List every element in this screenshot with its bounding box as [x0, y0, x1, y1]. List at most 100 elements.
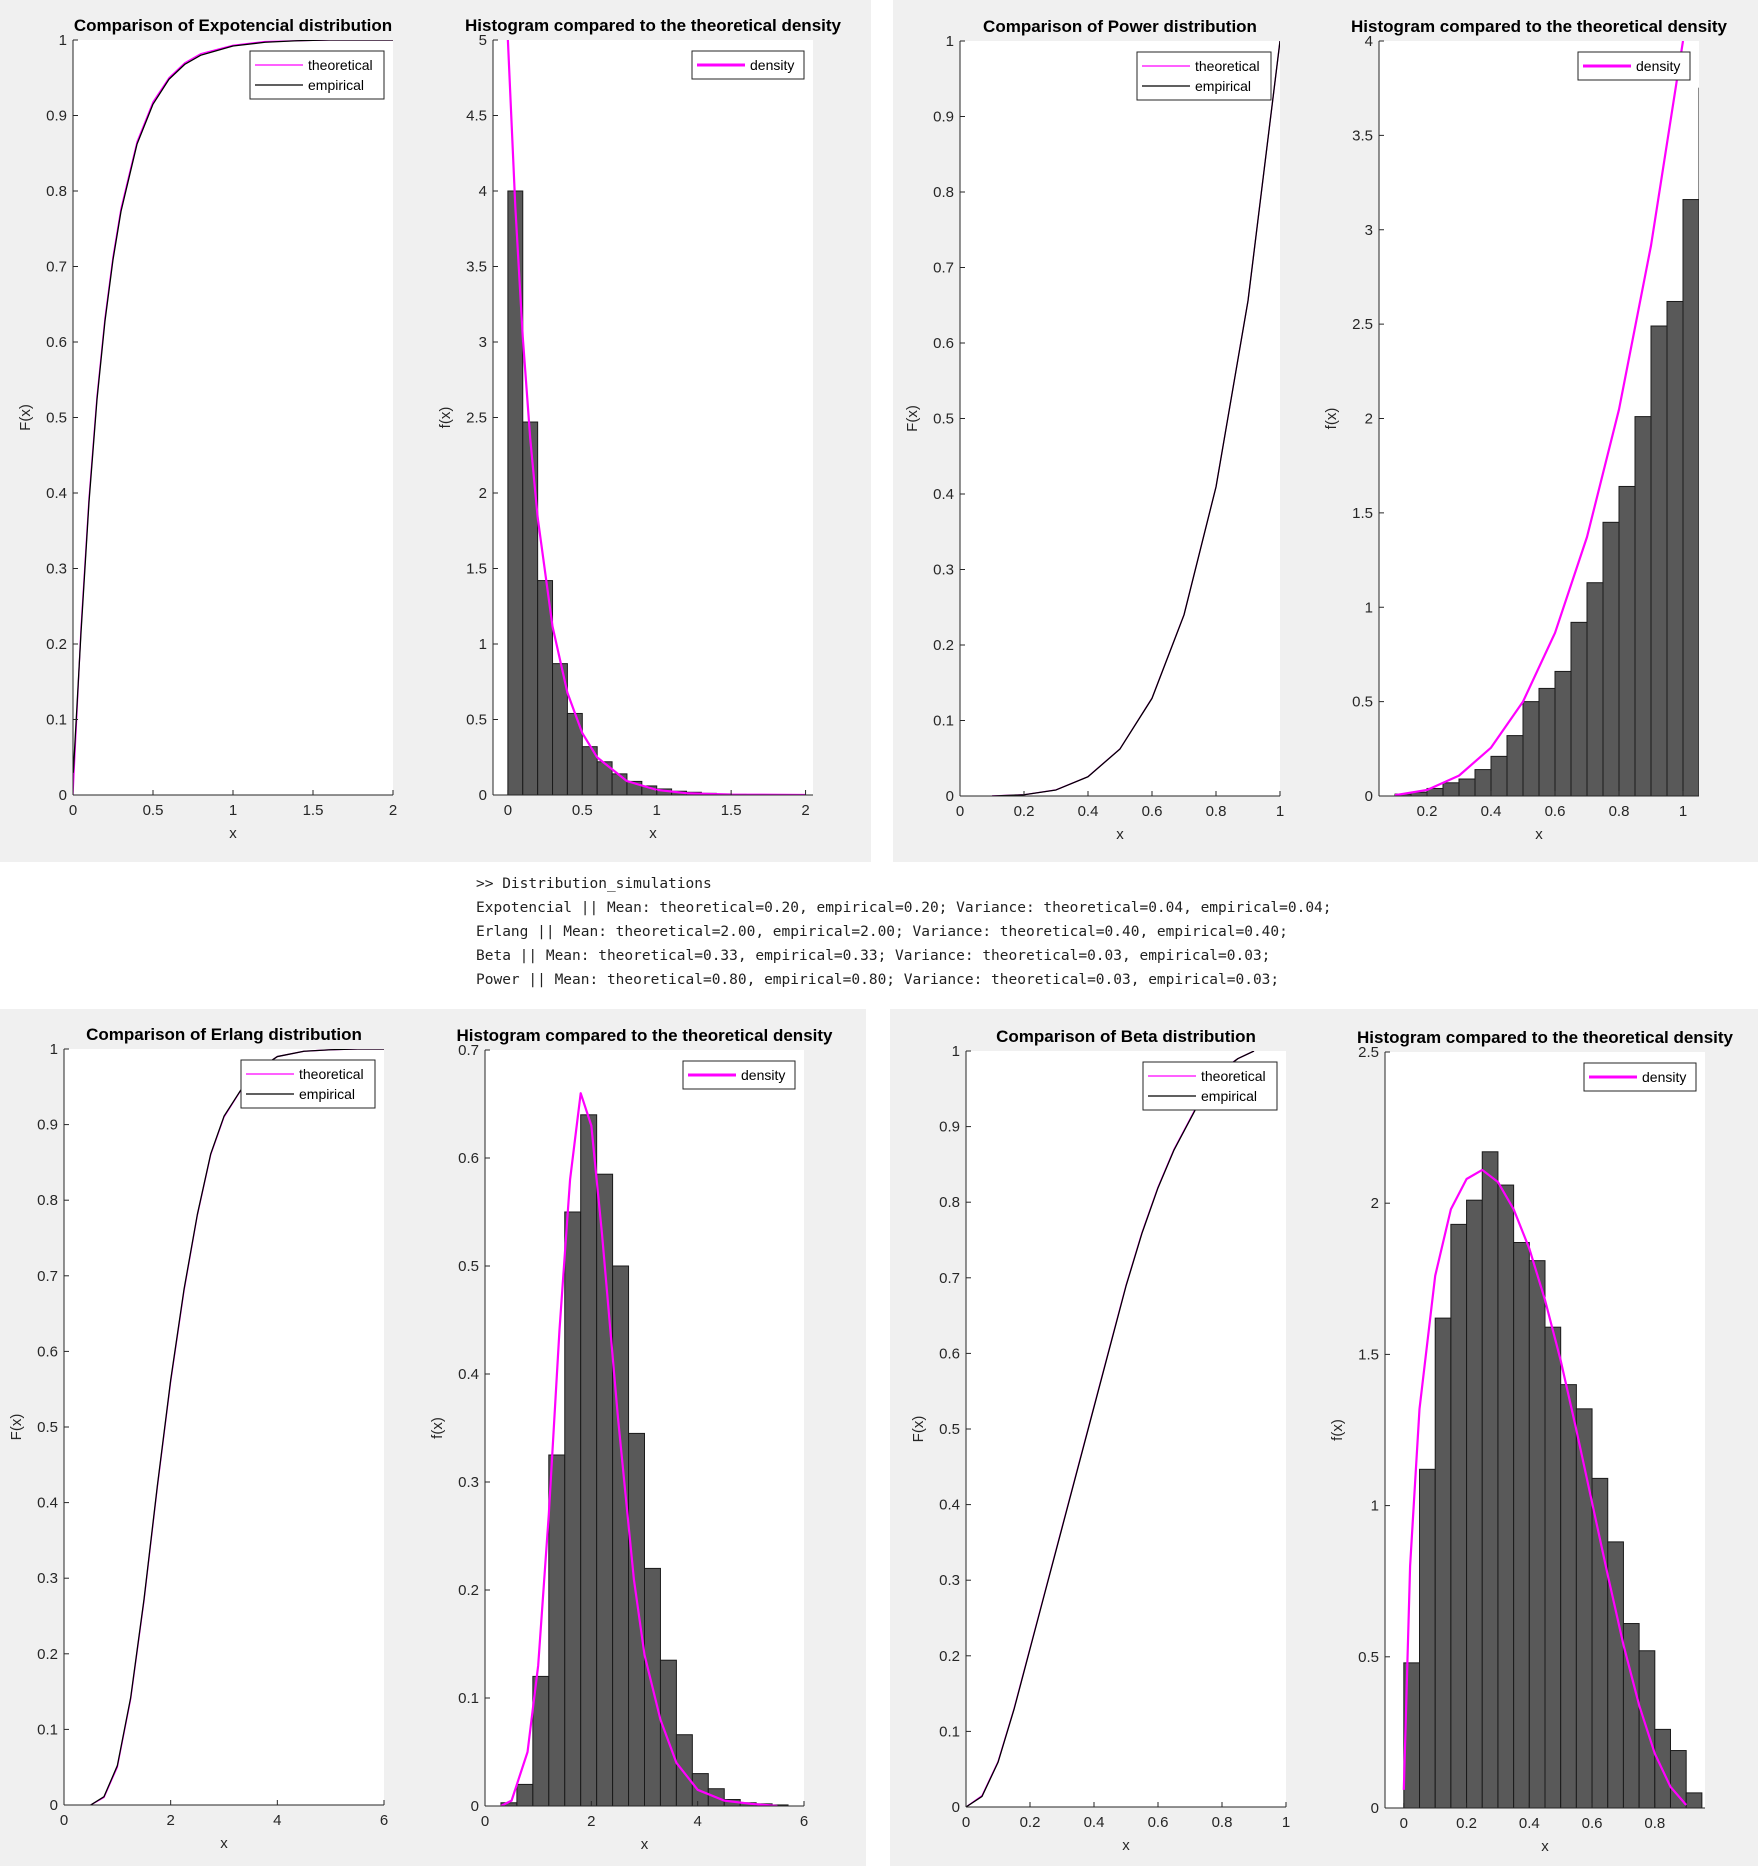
- chart-title: Comparison of Beta distribution: [996, 1027, 1256, 1046]
- y-tick-label: 3.5: [1352, 127, 1373, 144]
- console-line-erlang: Erlang || Mean: theoretical=2.00, empiri…: [476, 920, 1332, 944]
- x-tick-label: 0.4: [1519, 1815, 1540, 1832]
- histogram-bar: [1459, 779, 1475, 796]
- histogram-bar: [676, 1735, 692, 1806]
- axes-background: [966, 1051, 1286, 1807]
- y-tick-label: 0.3: [933, 562, 954, 579]
- x-axis-label: x: [1535, 826, 1543, 843]
- legend-label-theoretical: theoretical: [308, 57, 373, 73]
- y-axis-label: F(x): [910, 1416, 927, 1443]
- legend: density: [692, 51, 804, 79]
- legend: density: [683, 1061, 795, 1089]
- histogram-bar: [1545, 1327, 1561, 1808]
- y-tick-label: 0: [471, 1798, 479, 1815]
- x-tick-label: 4: [273, 1812, 281, 1829]
- x-tick-label: 0: [1400, 1815, 1408, 1832]
- y-tick-label: 1: [1365, 599, 1373, 616]
- histogram-bar: [1523, 702, 1539, 796]
- histogram-bar: [1686, 1793, 1702, 1808]
- x-tick-label: 6: [380, 1812, 388, 1829]
- chart-title: Histogram compared to the theoretical de…: [1351, 17, 1728, 36]
- histogram-bar: [1683, 200, 1699, 796]
- y-axis-label: f(x): [1323, 408, 1340, 430]
- y-axis-label: f(x): [429, 1417, 446, 1439]
- x-axis-label: x: [1541, 1838, 1549, 1855]
- histogram-bar: [1482, 1152, 1498, 1808]
- x-tick-label: 0.2: [1020, 1814, 1041, 1831]
- console-line-power: Power || Mean: theoretical=0.80, empiric…: [476, 968, 1332, 992]
- histogram-bar: [1670, 1751, 1686, 1808]
- x-axis-label: x: [1122, 1837, 1130, 1854]
- histogram-bar: [660, 1660, 676, 1806]
- histogram-bar: [1555, 671, 1571, 796]
- y-axis-label: f(x): [1329, 1419, 1346, 1441]
- x-tick-label: 2: [801, 802, 809, 819]
- legend-label-empirical: empirical: [308, 77, 364, 93]
- y-tick-label: 0.8: [933, 184, 954, 201]
- histogram-bar: [1587, 583, 1603, 796]
- y-tick-label: 0.6: [37, 1343, 58, 1360]
- y-axis-label: F(x): [8, 1414, 25, 1441]
- legend-label-empirical: empirical: [299, 1086, 355, 1102]
- histogram-bar: [565, 1212, 581, 1806]
- y-tick-label: 0.2: [458, 1582, 479, 1599]
- y-tick-label: 0.7: [37, 1268, 58, 1285]
- chart-title: Histogram compared to the theoretical de…: [457, 1026, 834, 1045]
- histogram-bar: [1420, 1469, 1436, 1808]
- x-tick-label: 0: [956, 803, 964, 820]
- y-tick-label: 0.2: [37, 1646, 58, 1663]
- chart-title: Histogram compared to the theoretical de…: [1357, 1028, 1734, 1047]
- y-tick-label: 0.4: [46, 485, 67, 502]
- histogram-bar: [1475, 770, 1491, 796]
- y-tick-label: 0.1: [933, 713, 954, 730]
- y-tick-label: 0.5: [466, 712, 487, 729]
- histogram-bar: [1467, 1200, 1483, 1808]
- x-tick-label: 0.2: [1417, 803, 1438, 820]
- x-tick-label: 0.8: [1212, 1814, 1233, 1831]
- histogram-bar: [1529, 1261, 1545, 1808]
- y-tick-label: 0.9: [939, 1119, 960, 1136]
- x-tick-label: 0.6: [1545, 803, 1566, 820]
- y-tick-label: 2.5: [466, 410, 487, 427]
- y-tick-label: 0.5: [46, 410, 67, 427]
- y-tick-label: 1: [1371, 1498, 1379, 1515]
- axes-background: [64, 1049, 384, 1805]
- x-tick-label: 2: [166, 1812, 174, 1829]
- y-tick-label: 0.6: [46, 334, 67, 351]
- y-tick-label: 0: [1371, 1800, 1379, 1817]
- console-line-expotencial: Expotencial || Mean: theoretical=0.20, e…: [476, 896, 1332, 920]
- y-tick-label: 0.5: [939, 1421, 960, 1438]
- y-tick-label: 0.4: [933, 486, 954, 503]
- chart-title: Histogram compared to the theoretical de…: [465, 16, 842, 35]
- x-tick-label: 1: [229, 802, 237, 819]
- y-tick-label: 0.5: [1352, 694, 1373, 711]
- y-tick-label: 0.2: [46, 636, 67, 653]
- y-tick-label: 0.8: [37, 1192, 58, 1209]
- x-tick-label: 4: [693, 1813, 701, 1830]
- chart-title: Comparison of Erlang distribution: [86, 1025, 362, 1044]
- y-tick-label: 3: [479, 334, 487, 351]
- y-tick-label: 0.4: [939, 1497, 960, 1514]
- y-tick-label: 0.3: [46, 561, 67, 578]
- x-tick-label: 0.2: [1456, 1815, 1477, 1832]
- x-tick-label: 0: [504, 802, 512, 819]
- y-tick-label: 0.9: [37, 1117, 58, 1134]
- y-tick-label: 0.9: [933, 109, 954, 126]
- axes-background: [73, 40, 393, 795]
- y-tick-label: 1: [479, 636, 487, 653]
- histogram-bar: [549, 1455, 565, 1806]
- x-tick-label: 6: [800, 1813, 808, 1830]
- y-tick-label: 0: [479, 787, 487, 804]
- y-tick-label: 0.5: [933, 411, 954, 428]
- legend: density: [1584, 1063, 1696, 1091]
- histogram-bar: [517, 1784, 533, 1806]
- histogram-bar: [581, 1115, 597, 1806]
- y-tick-label: 0.5: [458, 1258, 479, 1275]
- x-tick-label: 0: [481, 1813, 489, 1830]
- x-tick-label: 0.5: [143, 802, 164, 819]
- chart-title: Comparison of Power distribution: [983, 17, 1257, 36]
- histogram-bar: [1571, 622, 1587, 796]
